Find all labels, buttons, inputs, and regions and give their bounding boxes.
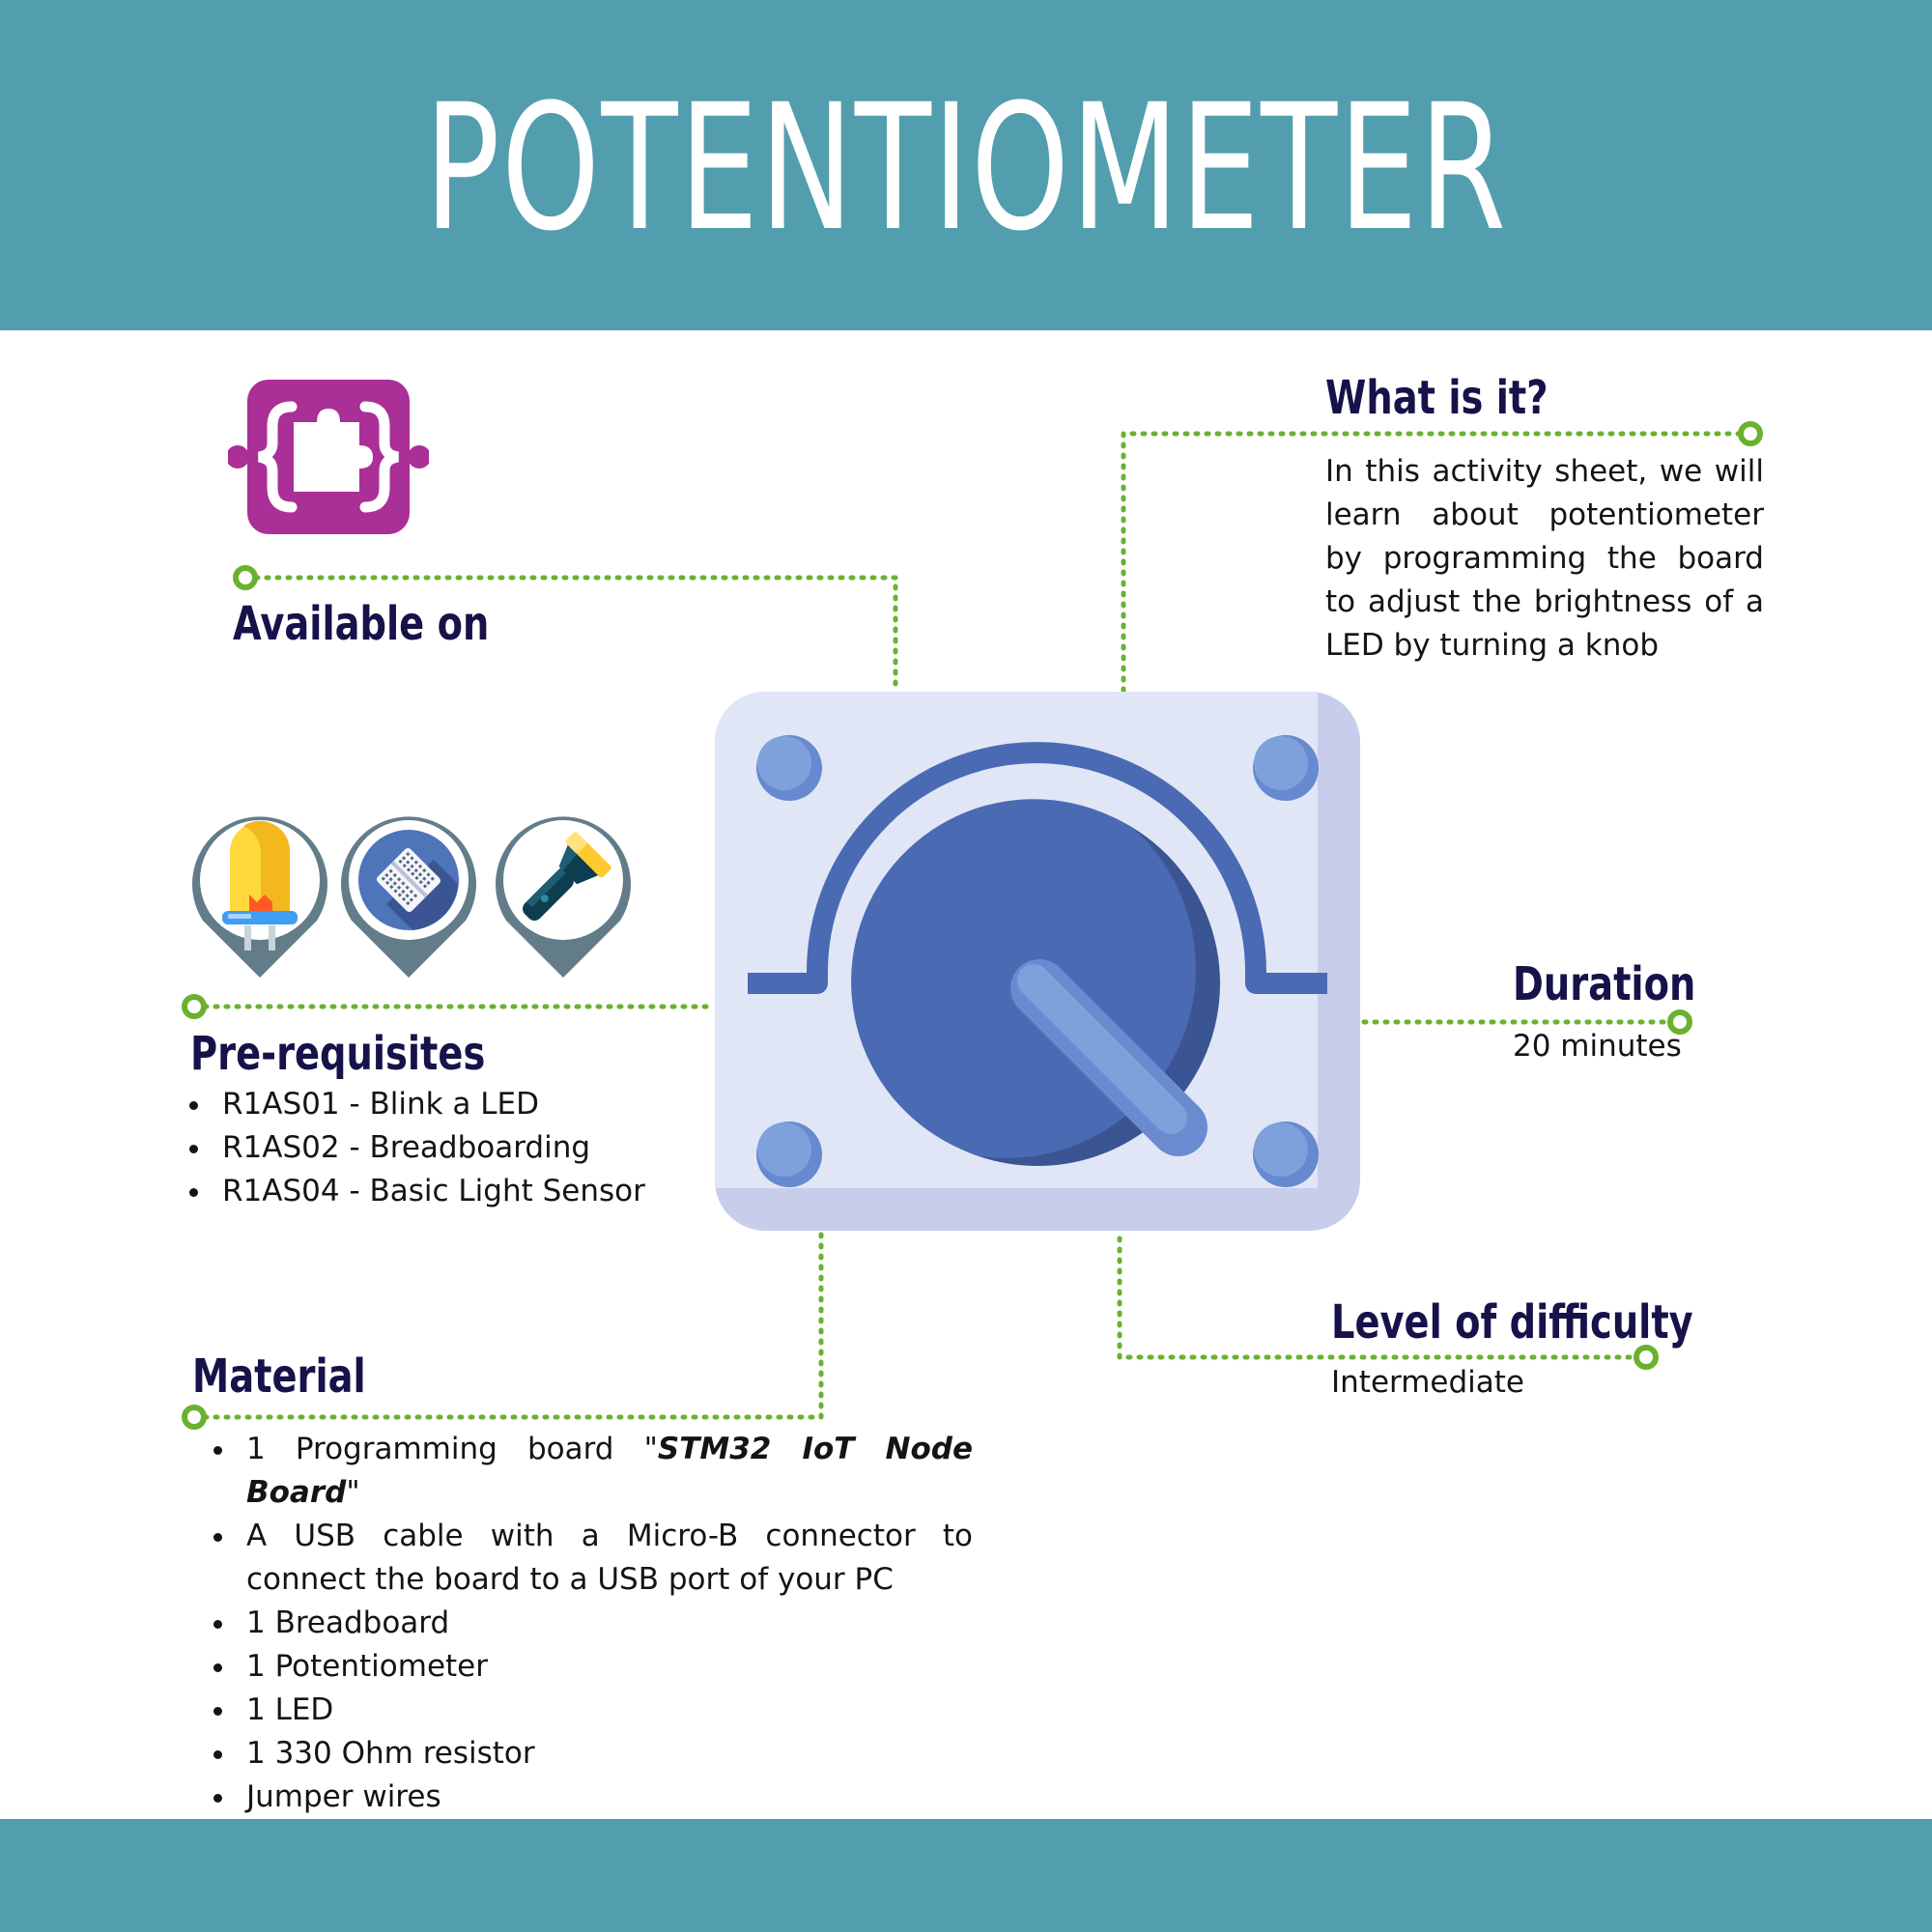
connector-what-is-it [1121,431,1753,695]
what-is-it-heading: What is it? [1325,371,1548,425]
material-item: Jumper wires [210,1776,973,1819]
material-item: 1 Potentiometer [210,1645,973,1689]
material-item: A USB cable with a Micro-B connector to … [210,1515,973,1602]
connector-available-on [242,575,898,691]
prerequisites-heading: Pre-requisites [190,1027,486,1081]
material-item: 1 LED [210,1689,973,1732]
connector-marker-duration [1667,1009,1692,1035]
what-is-it-text: In this activity sheet, we will learn ab… [1325,454,1764,663]
duration-value: 20 minutes [1513,1029,1682,1064]
flashlight-icon [496,816,631,978]
material-heading: Material [192,1350,366,1404]
connector-material [191,1232,824,1420]
connector-marker-what-is-it [1738,421,1763,446]
connector-marker-material [182,1405,207,1430]
material-item: 1 Programming board "STM32 IoT Node Boar… [210,1428,973,1515]
prerequisite-item: R1AS01 - Blink a LED [185,1083,726,1126]
connector-difficulty [1117,1236,1649,1360]
prerequisite-item: R1AS02 - Breadboarding [185,1126,726,1170]
available-on-heading: Available on [233,597,490,651]
connector-marker-difficulty [1634,1345,1659,1370]
duration-heading: Duration [1513,957,1696,1011]
material-list: 1 Programming board "STM32 IoT Node Boar… [210,1428,973,1819]
header-band [0,0,1932,330]
material-item: 1 Breadboard [210,1602,973,1645]
material-board-name: STM32 IoT Node Board [246,1432,973,1510]
prerequisites-list: R1AS01 - Blink a LED R1AS02 - Breadboard… [185,1083,726,1213]
difficulty-value: Intermediate [1331,1365,1525,1400]
connector-marker-prerequisites [182,994,207,1019]
breadboard-icon [341,816,476,978]
puzzle-braces-logo-icon [228,380,429,534]
prerequisite-item: R1AS04 - Basic Light Sensor [185,1170,726,1213]
material-item: 1 330 Ohm resistor [210,1732,973,1776]
difficulty-heading: Level of difficulty [1331,1295,1693,1350]
page-title: POTENTIOMETER [424,68,1508,270]
potentiometer-knob-icon [715,692,1360,1231]
footer-band [0,1819,1932,1932]
material-item-prefix: 1 Programming board " [246,1432,658,1466]
led-icon [192,816,327,978]
connector-marker-available-on [233,565,258,590]
material-item-suffix: " [346,1475,360,1510]
